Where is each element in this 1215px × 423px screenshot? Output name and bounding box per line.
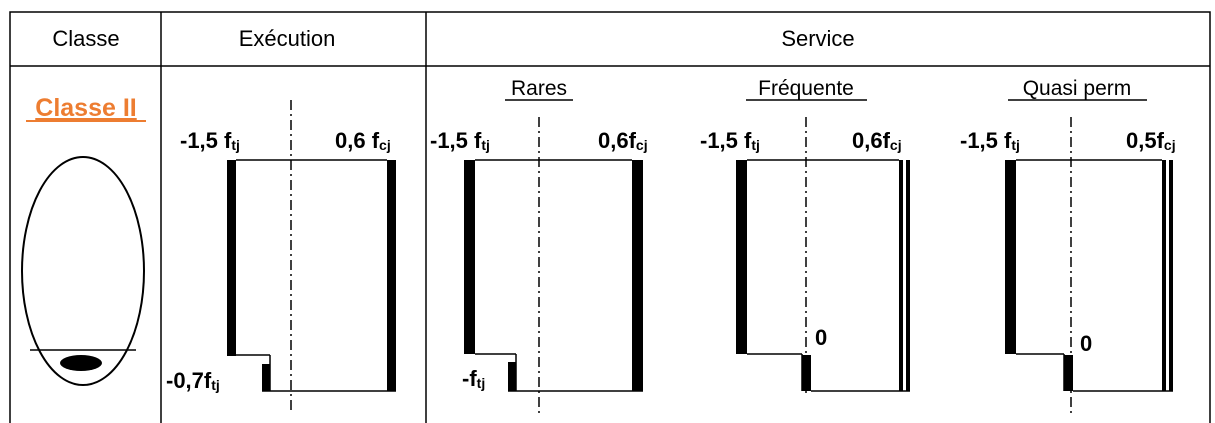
label-top-left: -1,5 ftj — [180, 128, 240, 153]
label-top-left: -1,5 ftj — [700, 128, 760, 153]
diagram-rares: -1,5 ftj 0,6fcj -ftj — [430, 117, 648, 413]
diagram-execution: -1,5 ftj 0,6 fcj -0,7ftj — [166, 100, 396, 413]
header-classe: Classe — [52, 26, 119, 51]
stress-bar-right — [387, 160, 396, 391]
header-execution: Exécution — [239, 26, 336, 51]
label-top-right: 0,5fcj — [1126, 128, 1176, 153]
stress-bar-right — [899, 160, 903, 391]
section-ellipse-icon — [21, 156, 145, 386]
stress-bar-right — [632, 160, 643, 391]
stress-bar-left — [227, 160, 236, 356]
label-zero: 0 — [815, 325, 827, 350]
class-label: Classe II — [35, 94, 136, 122]
diagram-quasi-perm: -1,5 ftj 0,5fcj 0 — [960, 117, 1176, 413]
label-top-right: 0,6fcj — [598, 128, 648, 153]
table-border — [9, 11, 1211, 423]
case-title-rares: Rares — [511, 77, 567, 100]
case-title-frequente: Fréquente — [758, 77, 854, 100]
table-grid — [9, 11, 1211, 423]
stress-bar-right — [1162, 160, 1166, 391]
diagram-frequente: -1,5 ftj 0,6fcj 0 — [700, 117, 910, 393]
stress-bar-bottom — [1064, 355, 1073, 391]
stress-bar-bottom — [802, 355, 811, 391]
label-top-right: 0,6fcj — [852, 128, 902, 153]
label-top-left: -1,5 ftj — [960, 128, 1020, 153]
label-bottom-left: -ftj — [462, 366, 485, 391]
case-title-quasi-perm: Quasi perm — [1023, 77, 1132, 100]
label-top-left: -1,5 ftj — [430, 128, 490, 153]
header-service: Service — [781, 26, 854, 51]
stress-bar-bottom — [262, 364, 270, 391]
stress-bar-bottom — [508, 362, 516, 391]
label-top-right: 0,6 fcj — [335, 128, 391, 153]
label-zero: 0 — [1080, 331, 1092, 356]
label-bottom-left: -0,7ftj — [166, 368, 220, 393]
stress-bar-left — [736, 160, 747, 354]
stress-bar-left — [464, 160, 475, 354]
stress-bar-left — [1005, 160, 1016, 354]
